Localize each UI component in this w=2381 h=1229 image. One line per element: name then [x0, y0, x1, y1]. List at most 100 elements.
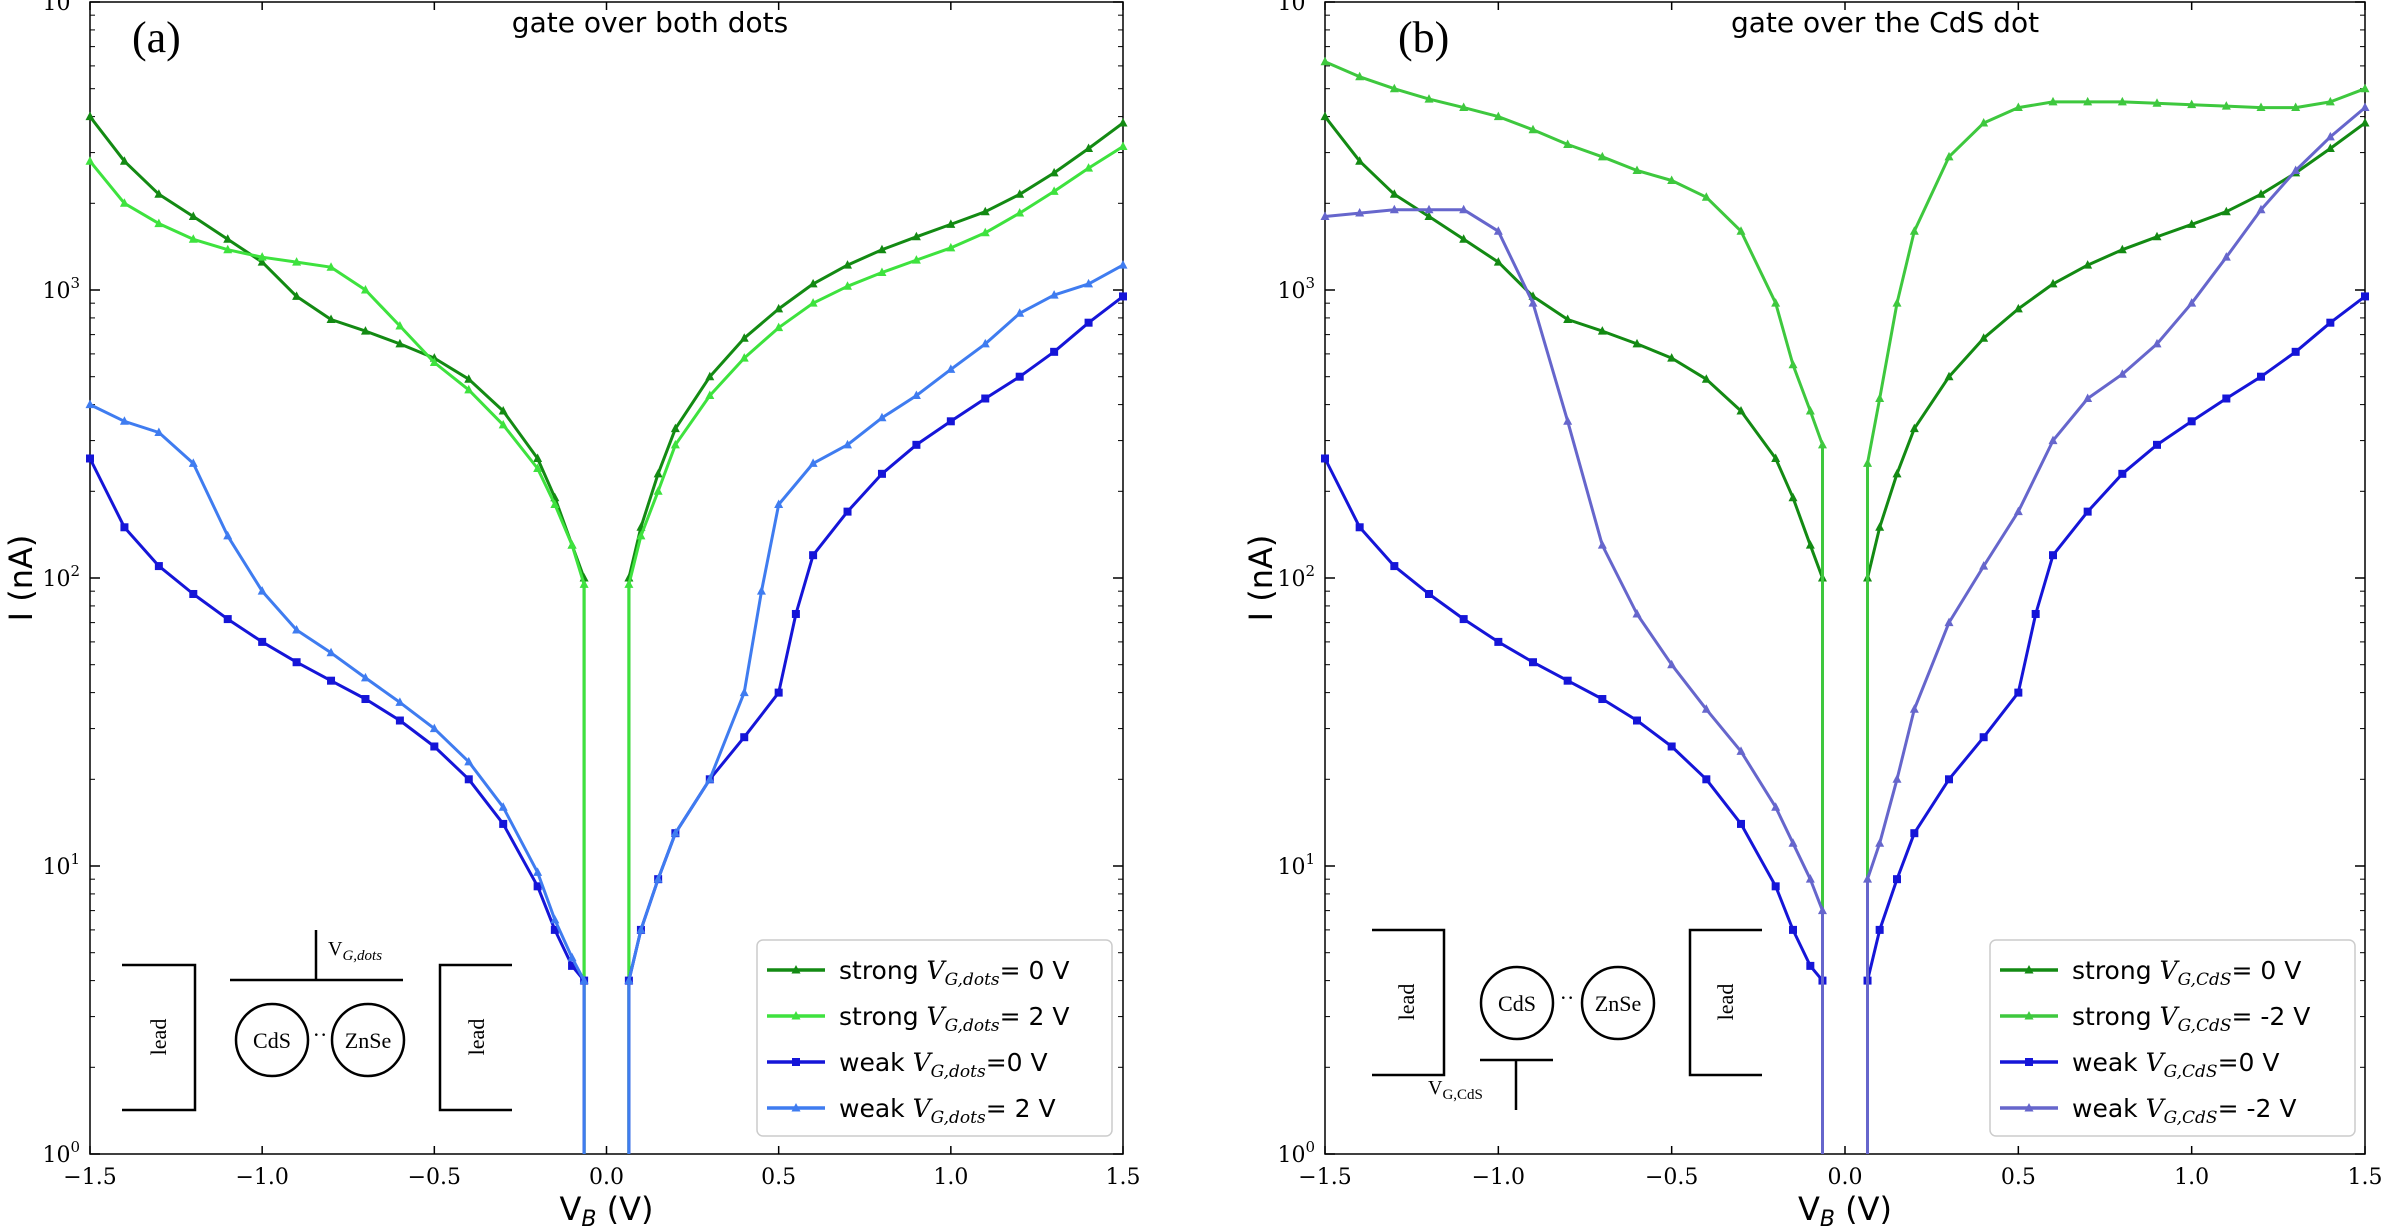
inset-gate-label-a: VG,dots: [328, 938, 382, 964]
data-point: [2361, 292, 2369, 301]
data-point: [1424, 94, 1434, 103]
data-point: [395, 716, 404, 725]
data-point: [2187, 99, 2197, 109]
data-point: [1493, 111, 1503, 121]
data-point: [2083, 507, 2092, 516]
data-point: [911, 255, 921, 264]
data-point: [1789, 925, 1797, 934]
data-point: [2013, 506, 2023, 516]
data-point: [154, 218, 164, 228]
data-point: [1049, 167, 1059, 177]
legend-label: strong VG,CdS= 0 V: [2072, 956, 2301, 990]
data-point: [2256, 189, 2266, 198]
data-point: [1597, 151, 1607, 161]
legend-marker: [2025, 1058, 2033, 1066]
data-point: [85, 111, 95, 121]
data-point: [1389, 83, 1399, 93]
inset-lead-right-a: lead: [464, 1019, 489, 1056]
x-axis-label: VB (V): [1798, 1190, 1892, 1229]
data-point: [636, 924, 646, 934]
data-point: [1320, 111, 1330, 121]
inset-dot2-b: ZnSe: [1595, 991, 1641, 1016]
data-point: [1355, 208, 1365, 217]
data-point: [1563, 676, 1572, 685]
legend-label: weak VG,dots= 2 V: [839, 1094, 1056, 1128]
data-point: [981, 394, 990, 403]
data-point: [774, 303, 784, 313]
y-axis-label: I (nA): [1242, 535, 1280, 622]
data-point: [946, 417, 955, 426]
data-point: [533, 867, 543, 876]
data-point: [1944, 151, 1954, 161]
data-point: [1597, 326, 1607, 335]
data-point: [1909, 704, 1919, 713]
data-point: [1806, 961, 1815, 970]
data-point: [1084, 143, 1094, 152]
data-point: [326, 314, 336, 323]
inset-schematic-a: [122, 930, 512, 1112]
data-point: [774, 499, 784, 508]
data-point: [2013, 303, 2023, 313]
data-point: [1563, 314, 1573, 323]
data-point: [223, 615, 232, 624]
data-point: [154, 562, 163, 571]
data-point: [877, 244, 887, 254]
data-point: [1736, 226, 1746, 235]
data-point: [1390, 562, 1399, 571]
data-point: [1119, 292, 1127, 301]
data-point: [2187, 417, 2196, 426]
series-line: [1323, 115, 1824, 1154]
data-point: [1736, 406, 1746, 415]
data-point: [980, 206, 990, 216]
data-point: [2049, 551, 2057, 560]
x-tick-label: 0.0: [589, 1165, 624, 1190]
data-point: [120, 523, 129, 532]
data-point: [2014, 688, 2023, 697]
legend-item: strong VG,dots= 2 V: [767, 1002, 1070, 1036]
series-line: [1866, 121, 2366, 1154]
data-point: [774, 688, 783, 697]
data-point: [1118, 260, 1128, 269]
legend-item: strong VG,CdS= -2 V: [2000, 1002, 2310, 1036]
data-point: [1084, 163, 1094, 172]
data-point: [2153, 440, 2161, 449]
legend-box: [756, 939, 1113, 1137]
data-point: [1355, 156, 1365, 165]
axes-b: −1.5 −1.0 −0.5 0.0 0.5 1.0 1.5 100 101 102 103 104 V…: [1242, 0, 2381, 1229]
legend-label: weak VG,dots=0 V: [839, 1048, 1048, 1082]
data-point: [1667, 175, 1677, 184]
data-point: [1528, 124, 1538, 134]
data-point: [1979, 561, 1989, 570]
series-line: [1866, 87, 2366, 1154]
data-point: [1597, 540, 1607, 549]
data-point: [1632, 165, 1642, 174]
data-point: [85, 156, 95, 165]
panel-a: −1.5 −1.0 −0.5 0.0 0.5 1.0 1.5 100 101 102 103 104 V…: [2, 0, 1141, 1229]
data-point: [533, 882, 542, 891]
data-point: [258, 637, 267, 646]
data-point: [1015, 189, 1025, 198]
data-point: [1563, 139, 1573, 149]
data-point: [550, 925, 559, 934]
data-point: [670, 828, 680, 837]
data-point: [464, 374, 474, 383]
series-line: [1323, 457, 1824, 1154]
series-4: [1320, 102, 2370, 1154]
series-2: [85, 141, 1128, 1154]
data-point: [1459, 234, 1469, 243]
data-point: [119, 198, 129, 207]
data-point: [360, 285, 370, 294]
data-point: [1084, 278, 1094, 288]
inset-schematic-b: [1372, 928, 1762, 1110]
data-point: [1771, 298, 1781, 307]
series-group-a: [85, 111, 1128, 1154]
data-point: [550, 499, 560, 508]
data-point: [1355, 71, 1365, 81]
data-point: [877, 412, 887, 422]
data-point: [1875, 393, 1885, 403]
x-tick-label: 1.5: [2348, 1165, 2381, 1190]
data-point: [498, 406, 508, 415]
x-tick-label: −1.5: [63, 1165, 116, 1190]
legend-label: strong VG,dots= 2 V: [839, 1002, 1070, 1036]
data-point: [980, 227, 990, 237]
